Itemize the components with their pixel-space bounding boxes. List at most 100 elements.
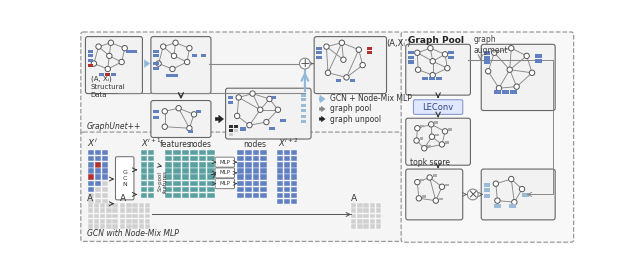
Bar bbox=[376, 214, 381, 218]
Bar bbox=[237, 174, 244, 180]
Bar bbox=[207, 156, 215, 161]
Bar bbox=[245, 156, 252, 161]
Bar bbox=[196, 110, 201, 113]
Bar bbox=[260, 162, 267, 168]
Bar bbox=[190, 150, 198, 155]
Bar bbox=[376, 208, 381, 213]
Bar bbox=[164, 150, 172, 155]
Bar bbox=[351, 208, 356, 213]
Circle shape bbox=[427, 175, 433, 180]
Text: Graph Pool: Graph Pool bbox=[408, 36, 464, 45]
Bar bbox=[126, 214, 132, 218]
Bar bbox=[484, 61, 490, 64]
Bar bbox=[301, 94, 307, 97]
Bar bbox=[88, 54, 93, 57]
Bar bbox=[291, 181, 297, 186]
Bar bbox=[190, 156, 198, 161]
Circle shape bbox=[486, 69, 491, 74]
Circle shape bbox=[173, 40, 178, 46]
Bar bbox=[153, 54, 159, 57]
FancyBboxPatch shape bbox=[151, 37, 211, 94]
Bar bbox=[88, 199, 94, 204]
Bar bbox=[284, 174, 291, 180]
Bar bbox=[448, 128, 452, 130]
Bar bbox=[102, 181, 108, 186]
Bar bbox=[316, 51, 322, 54]
FancyBboxPatch shape bbox=[406, 169, 463, 220]
Bar bbox=[153, 67, 159, 70]
Bar bbox=[198, 156, 206, 161]
Bar bbox=[173, 181, 181, 186]
Bar bbox=[364, 214, 369, 218]
Bar bbox=[148, 156, 154, 161]
Bar bbox=[182, 162, 189, 168]
Bar bbox=[88, 64, 93, 67]
Bar bbox=[484, 194, 490, 198]
Bar bbox=[408, 51, 414, 54]
Bar bbox=[245, 168, 252, 174]
Bar bbox=[253, 181, 259, 186]
Bar bbox=[126, 50, 132, 53]
Bar bbox=[120, 224, 125, 229]
Text: graph pool: graph pool bbox=[330, 105, 372, 114]
Bar bbox=[173, 187, 181, 192]
FancyBboxPatch shape bbox=[406, 44, 470, 95]
Text: $X^i$: $X^i$ bbox=[87, 137, 98, 150]
Bar bbox=[88, 156, 94, 161]
Circle shape bbox=[236, 95, 241, 100]
Bar bbox=[535, 54, 542, 58]
Circle shape bbox=[267, 96, 272, 102]
Bar bbox=[277, 193, 284, 198]
Circle shape bbox=[92, 61, 97, 66]
Bar bbox=[164, 156, 172, 161]
Text: nodes: nodes bbox=[188, 141, 211, 150]
Circle shape bbox=[162, 124, 168, 129]
Bar bbox=[141, 156, 147, 161]
Bar bbox=[145, 219, 150, 224]
Bar bbox=[284, 193, 291, 198]
Bar bbox=[284, 187, 291, 192]
Bar bbox=[357, 224, 363, 229]
Bar bbox=[207, 193, 215, 198]
Bar bbox=[435, 133, 439, 136]
Bar bbox=[182, 181, 189, 186]
Bar bbox=[141, 174, 147, 180]
Bar bbox=[182, 174, 189, 180]
Text: GCN + Node-Mix MLP: GCN + Node-Mix MLP bbox=[330, 94, 412, 103]
Circle shape bbox=[119, 59, 124, 65]
Bar bbox=[111, 73, 116, 76]
Circle shape bbox=[430, 72, 435, 78]
Bar bbox=[277, 181, 284, 186]
Text: features: features bbox=[159, 141, 191, 150]
Bar bbox=[145, 214, 150, 218]
Bar bbox=[132, 50, 137, 53]
Bar bbox=[228, 100, 234, 103]
Bar bbox=[95, 162, 101, 168]
Bar bbox=[351, 224, 356, 229]
Bar bbox=[88, 208, 93, 213]
Bar bbox=[291, 162, 297, 168]
Text: LEConv: LEConv bbox=[422, 103, 454, 112]
Text: graph
augment: graph augment bbox=[474, 35, 508, 55]
Bar bbox=[141, 150, 147, 155]
Bar bbox=[367, 51, 372, 54]
Bar bbox=[436, 78, 442, 81]
Circle shape bbox=[467, 189, 478, 200]
Bar bbox=[284, 156, 291, 161]
Bar bbox=[291, 199, 297, 204]
Bar bbox=[164, 187, 172, 192]
Bar bbox=[94, 214, 99, 218]
Bar bbox=[139, 203, 144, 207]
Bar bbox=[207, 162, 215, 168]
Circle shape bbox=[344, 75, 349, 80]
Bar bbox=[369, 214, 375, 218]
Bar bbox=[260, 168, 267, 174]
Circle shape bbox=[360, 63, 365, 68]
Text: $X^{i+2}$: $X^{i+2}$ bbox=[278, 137, 299, 150]
Bar bbox=[132, 208, 138, 213]
Bar bbox=[113, 208, 118, 213]
Bar bbox=[120, 214, 125, 218]
Bar bbox=[88, 150, 94, 155]
Circle shape bbox=[264, 119, 269, 125]
Bar bbox=[364, 224, 369, 229]
